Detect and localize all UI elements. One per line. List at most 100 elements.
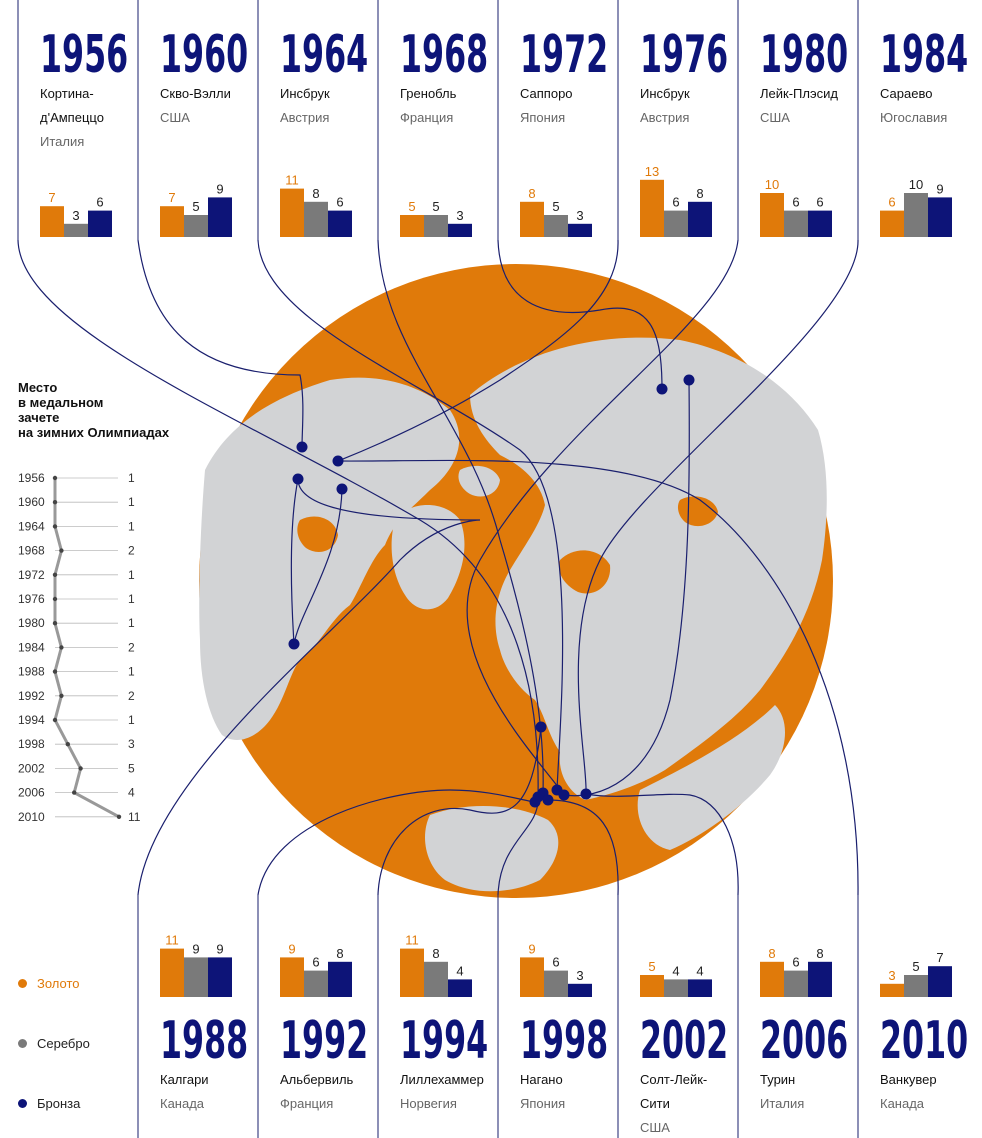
rank-chart-title-line: в медальном [18, 395, 104, 410]
panel-year: 2006 [760, 1011, 848, 1071]
rank-year-label: 1956 [18, 471, 45, 485]
connector-line [563, 379, 690, 797]
bar-bronze [568, 983, 592, 997]
legend-bronze: Бронза [18, 1095, 80, 1111]
city-dot [336, 483, 348, 495]
panel-city: Альбервиль [280, 1072, 354, 1087]
bar-bronze [808, 961, 832, 997]
bar-label-gold: 9 [528, 941, 535, 956]
bar-label-silver: 6 [672, 195, 679, 210]
panel-year: 1998 [520, 1011, 608, 1071]
rank-value-label: 5 [128, 761, 135, 775]
bar-silver [64, 223, 88, 237]
connector-line [17, 239, 539, 798]
panel-year: 2002 [640, 1011, 728, 1071]
bar-bronze [208, 957, 232, 997]
rank-chart: 1956 1 1960 1 1964 1 1968 2 1972 1 1976 1 1980 1 1984 2… [18, 471, 141, 824]
rank-point [78, 766, 83, 771]
rank-value-label: 1 [128, 616, 135, 630]
rank-value-label: 11 [128, 810, 141, 824]
panel-year: 1980 [760, 25, 848, 85]
panel-city: Нагано [520, 1072, 563, 1087]
rank-value-label: 1 [128, 471, 135, 485]
legend-bronze-label: Бронза [37, 1096, 81, 1112]
city-dot [558, 789, 570, 801]
bar-bronze [568, 223, 592, 237]
bar-gold [640, 179, 664, 237]
panel-city: д'Ампеццо [40, 110, 104, 125]
panel-country: Австрия [280, 110, 329, 125]
rank-value-label: 3 [128, 737, 135, 751]
rank-year-label: 1980 [18, 616, 45, 630]
rank-point [52, 717, 58, 723]
bar-bronze [328, 210, 352, 237]
city-dot [332, 455, 344, 467]
bar-gold [280, 188, 304, 237]
rank-year-label: 1988 [18, 665, 45, 679]
rank-chart-title: Место в медальном зачете на зимних Олимп… [18, 380, 178, 440]
bar-gold [760, 961, 784, 997]
silver-dot-icon [18, 1039, 27, 1049]
legend-gold: Золото [18, 975, 80, 991]
bar-silver [184, 215, 208, 237]
rank-point [52, 621, 58, 626]
city-dot [580, 788, 592, 800]
bar-label-bronze: 6 [96, 195, 103, 210]
land-south [425, 805, 559, 892]
rank-year-label: 1960 [18, 495, 45, 509]
bar-silver [184, 957, 208, 997]
rank-value-label: 2 [128, 640, 135, 654]
bronze-dot-icon [18, 1099, 27, 1109]
panel-year: 1972 [520, 25, 608, 85]
bar-silver [544, 215, 568, 237]
rank-year-label: 2010 [18, 810, 45, 824]
rank-point [65, 742, 71, 747]
connector-line [137, 239, 304, 448]
rank-year-label: 1972 [18, 568, 45, 582]
bar-label-silver: 8 [432, 946, 439, 961]
connector-line [377, 239, 544, 794]
bar-label-gold: 6 [888, 195, 895, 210]
bar-silver [664, 210, 688, 237]
city-dot [656, 383, 668, 395]
gold-dot-icon [18, 979, 27, 989]
panel-city: Лиллехаммер [400, 1072, 484, 1087]
connector-line [497, 796, 539, 896]
rank-value-label: 1 [128, 495, 135, 509]
bar-gold [520, 201, 544, 237]
panel-year: 1968 [400, 25, 488, 85]
rank-point [52, 475, 58, 481]
bar-silver [304, 970, 328, 997]
panel-city: Калгари [160, 1072, 209, 1087]
rank-value-label: 4 [128, 786, 135, 800]
connector-line [466, 239, 739, 796]
city-dot [288, 638, 300, 650]
rank-year-label: 1968 [18, 544, 45, 558]
bar-silver [784, 970, 808, 997]
land-arctic-island [587, 596, 628, 625]
panel-year: 1984 [880, 25, 968, 85]
rank-point [59, 548, 64, 553]
panel-country: Япония [520, 110, 565, 125]
bar-bronze [808, 210, 832, 237]
rank-year-label: 2006 [18, 786, 45, 800]
bar-bronze [448, 979, 472, 997]
rank-point [59, 693, 64, 698]
land-greenland [391, 505, 465, 610]
bar-bronze [88, 210, 112, 237]
panel-city: Гренобль [400, 86, 457, 101]
panel-year: 1956 [40, 25, 128, 85]
connector-line [585, 793, 739, 896]
bar-bronze [688, 979, 712, 997]
panel-city: Ванкувер [880, 1072, 937, 1087]
rank-year-label: 1998 [18, 737, 45, 751]
bar-label-silver: 4 [672, 963, 679, 978]
bar-label-silver: 5 [552, 199, 559, 214]
